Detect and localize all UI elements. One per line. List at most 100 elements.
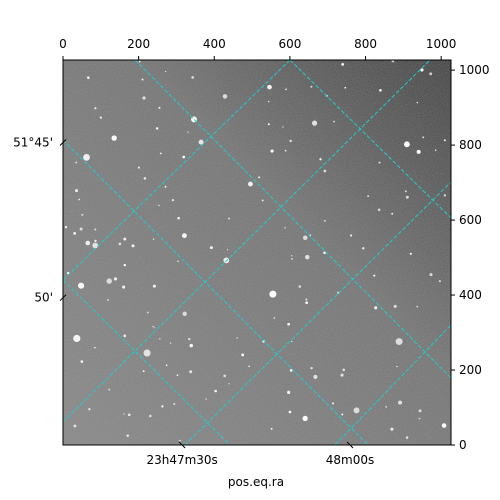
star: [342, 368, 346, 372]
coordinate-grid-line: [184, 181, 451, 445]
star: [377, 208, 381, 212]
star: [141, 78, 144, 81]
star: [126, 434, 129, 437]
star: [209, 246, 213, 250]
star: [171, 198, 175, 202]
star: [418, 409, 422, 413]
star: [416, 101, 419, 104]
star: [267, 84, 272, 90]
star: [305, 298, 308, 301]
star: [378, 161, 381, 164]
coordinate-grid-line: [134, 60, 451, 379]
star: [284, 149, 287, 152]
star: [73, 334, 81, 342]
star: [94, 346, 96, 349]
star: [123, 237, 127, 241]
star: [248, 365, 250, 368]
star: [182, 155, 186, 159]
star: [77, 282, 85, 289]
star: [179, 439, 181, 442]
star: [443, 194, 447, 197]
star: [341, 413, 344, 416]
star: [391, 212, 394, 215]
coordinate-grid-line: [334, 324, 451, 445]
star: [191, 76, 195, 79]
star: [398, 400, 403, 405]
star: [158, 204, 160, 207]
star: [291, 255, 293, 257]
star: [122, 285, 126, 289]
star: [302, 415, 308, 422]
star: [173, 403, 176, 406]
star: [409, 252, 412, 255]
x-axis-label: pos.eq.ra: [228, 475, 284, 489]
star: [73, 424, 77, 428]
star: [429, 273, 433, 277]
star: [333, 120, 336, 123]
star: [223, 374, 227, 378]
star: [323, 169, 327, 173]
star: [305, 301, 309, 305]
star: [75, 161, 78, 164]
star: [158, 106, 161, 109]
wcs-tick-label: 48m00s: [326, 453, 374, 467]
star: [373, 274, 376, 277]
star: [159, 152, 162, 155]
star: [310, 367, 313, 370]
star: [152, 238, 155, 240]
star: [285, 88, 287, 91]
star: [131, 244, 135, 248]
star: [189, 370, 193, 374]
star: [113, 277, 118, 281]
y-tick-label: 600: [459, 213, 482, 227]
star: [146, 311, 149, 314]
star: [353, 407, 360, 414]
x-tick-label: 1000: [426, 37, 457, 51]
star: [287, 390, 291, 394]
star: [367, 195, 370, 198]
star: [198, 139, 204, 145]
star: [164, 185, 167, 188]
star: [302, 235, 308, 241]
star: [291, 258, 293, 260]
star: [443, 139, 446, 142]
star: [205, 398, 207, 400]
star: [390, 427, 394, 431]
star: [416, 149, 421, 154]
star: [123, 334, 127, 338]
star: [83, 153, 90, 161]
star: [267, 123, 270, 126]
star: [152, 284, 156, 288]
star: [261, 199, 264, 202]
sky-image: [63, 60, 451, 445]
star: [177, 216, 180, 220]
coordinate-grid-line: [289, 60, 451, 219]
star: [405, 195, 409, 199]
y-tick-label: 0: [459, 438, 467, 452]
wcs-tick: [178, 441, 186, 449]
star: [79, 227, 83, 231]
star: [418, 417, 421, 420]
coordinate-grid-line: [63, 279, 231, 445]
star: [269, 290, 277, 298]
star: [152, 325, 154, 328]
star: [182, 311, 187, 317]
star: [111, 135, 117, 141]
star: [85, 240, 91, 246]
star: [311, 120, 318, 126]
star: [422, 136, 425, 139]
star: [313, 374, 318, 379]
star: [323, 219, 326, 222]
star: [298, 285, 302, 288]
star: [99, 116, 103, 119]
star: [393, 304, 397, 308]
wcs-tick: [59, 139, 67, 146]
star: [88, 408, 91, 411]
star: [404, 190, 407, 193]
star: [247, 181, 253, 187]
star: [441, 423, 447, 428]
star: [138, 60, 141, 63]
star: [344, 86, 347, 89]
star: [149, 414, 152, 418]
star: [291, 340, 293, 343]
